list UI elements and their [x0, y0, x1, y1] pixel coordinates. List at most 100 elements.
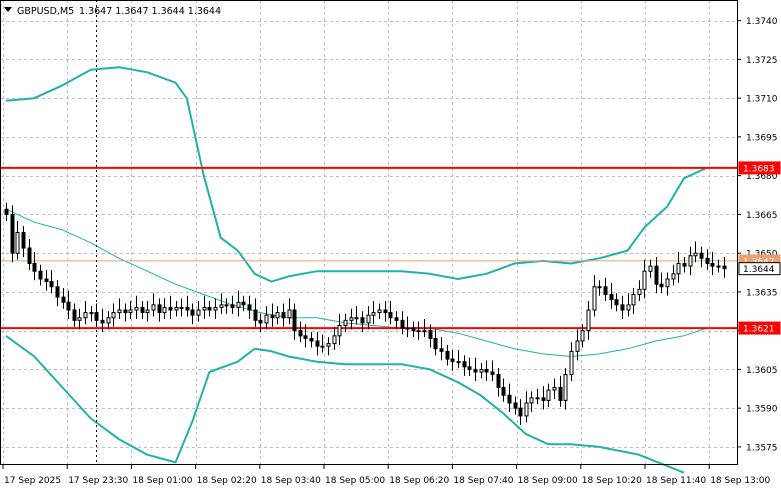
candle-body [377, 309, 382, 314]
candle [648, 259, 653, 278]
candle-body [315, 340, 320, 347]
candle [722, 257, 727, 278]
candle [326, 337, 331, 356]
dropdown-triangle-icon[interactable] [4, 7, 12, 12]
level-tag: 1.3621 [738, 321, 781, 335]
candle-body [507, 394, 512, 404]
candle [659, 272, 664, 294]
candle [111, 303, 116, 327]
candle [123, 303, 128, 322]
candle-body [72, 309, 77, 321]
candle [21, 226, 26, 258]
candle-body [603, 286, 608, 295]
candle-body [569, 350, 574, 376]
candle [592, 275, 597, 317]
plot-area-frame [0, 0, 738, 465]
candle [89, 306, 94, 322]
candle-body [264, 314, 269, 324]
time-axis[interactable]: 17 Sep 2025 17 Sep 23:30 18 Sep 01:00 18 Se… [2, 465, 771, 486]
candle-body [456, 361, 461, 364]
candle [637, 280, 642, 301]
candle-body [258, 319, 263, 324]
time-tick-label: 18 Sep 02:20 [197, 476, 257, 486]
candle-body [236, 301, 241, 308]
price-tick-label: 1.3635 [746, 288, 778, 298]
price-tick-label: 1.3740 [746, 17, 778, 27]
candle [174, 300, 179, 317]
current-price-tag-label: 1.3644 [743, 265, 775, 275]
candle-body [332, 335, 337, 345]
candle [151, 293, 156, 317]
candle-body [575, 340, 580, 352]
candle [185, 295, 190, 317]
candle [529, 391, 534, 413]
candle-body [637, 288, 642, 296]
price-axis[interactable]: 1.3740 1.3725 1.3710 1.3695 1.3680 1.3665 1.36… [737, 17, 778, 453]
candle-body [32, 263, 37, 272]
candle-body [496, 374, 501, 389]
candle [275, 306, 280, 325]
time-tick-label: 17 Sep 2025 [4, 476, 61, 486]
candle [428, 324, 433, 348]
candle [705, 249, 710, 270]
candle-body [337, 325, 342, 337]
current-price-tag: 1.3644 [738, 262, 781, 276]
candle [699, 246, 704, 268]
time-tick-label: 18 Sep 06:20 [389, 476, 449, 486]
candle [445, 344, 450, 366]
candle [140, 300, 145, 320]
candle [433, 329, 438, 356]
candle-body [185, 306, 190, 311]
candle-body [450, 358, 455, 363]
candle [157, 298, 162, 322]
candle [688, 246, 693, 276]
candle-body [671, 273, 676, 280]
price-tick-label: 1.3605 [746, 366, 778, 376]
candle-body [106, 317, 111, 324]
candle-body [620, 304, 625, 311]
candle [484, 360, 489, 382]
candle-body [49, 281, 54, 288]
candle [626, 293, 631, 317]
candle-body [693, 252, 698, 257]
candle [501, 378, 506, 402]
candle [83, 300, 88, 325]
candle-body [38, 270, 43, 280]
candle [224, 298, 229, 314]
candle [219, 293, 224, 314]
time-tick-label: 18 Sep 03:40 [261, 476, 321, 486]
candle-body [27, 247, 32, 264]
candle-body [157, 304, 162, 314]
candle-body [292, 309, 297, 332]
candle [247, 295, 252, 320]
candle [315, 331, 320, 356]
candle [332, 326, 337, 351]
candle-body [467, 366, 472, 370]
candle-body [89, 312, 94, 315]
candle [394, 311, 399, 330]
candle [377, 303, 382, 320]
candle [631, 288, 636, 314]
candle [303, 324, 308, 348]
candle-body [224, 304, 229, 307]
candle [693, 241, 698, 263]
candle [552, 378, 557, 400]
candle [479, 362, 484, 379]
candle-body [688, 255, 693, 267]
candle [450, 350, 455, 371]
candle-body [343, 319, 348, 327]
candle [541, 386, 546, 410]
candle [145, 300, 150, 322]
candle [620, 295, 625, 320]
candle [682, 257, 687, 273]
candle-body [168, 306, 173, 311]
candle-body [179, 306, 184, 309]
candle [467, 357, 472, 376]
candle-body [230, 304, 235, 308]
candle [507, 383, 512, 413]
candle [258, 313, 263, 332]
candle-body [462, 361, 467, 368]
candle [281, 303, 286, 327]
